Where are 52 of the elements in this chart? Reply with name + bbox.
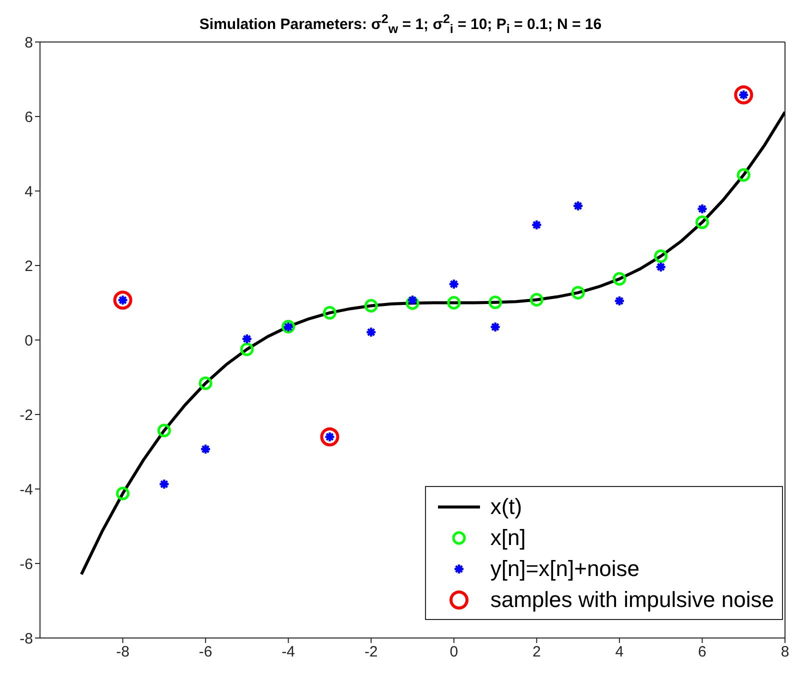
point <box>572 200 584 212</box>
y-tick-label: -6 <box>20 556 33 573</box>
point <box>695 216 709 230</box>
x-tick-label: -8 <box>116 644 130 661</box>
x-tick-label: -6 <box>198 644 212 661</box>
x-tick-label: -4 <box>282 644 296 661</box>
y-tick-label: 2 <box>24 258 33 275</box>
chart-title: Simulation Parameters: σ$^{2}$$_{w}$ = 1; σ$^{2}$$_{i}$ = 10; P$_{i}$ = 0.1; N = 16 <box>199 12 602 36</box>
y-tick-label: 0 <box>24 332 33 350</box>
point <box>113 290 132 310</box>
point <box>490 321 501 333</box>
point <box>696 203 708 214</box>
point <box>241 333 253 344</box>
point <box>614 295 626 306</box>
y-tick-label: 4 <box>24 183 33 200</box>
y-tick-label: 8 <box>24 34 33 52</box>
point <box>655 261 666 273</box>
x-tick-label: 8 <box>780 644 790 661</box>
point <box>530 293 544 307</box>
point <box>322 306 336 320</box>
point <box>200 444 212 455</box>
point <box>736 168 750 182</box>
point <box>654 249 668 263</box>
legend-label: x[n] <box>490 524 526 550</box>
x-tick-label: 6 <box>698 644 706 661</box>
point <box>240 342 254 356</box>
point <box>612 272 626 286</box>
point <box>157 424 171 438</box>
x-tick-label: 2 <box>532 644 541 661</box>
y-tick-label: -2 <box>20 406 33 424</box>
point <box>488 296 502 310</box>
x-tick-label: 0 <box>450 644 458 661</box>
point <box>406 294 418 306</box>
point <box>364 298 378 312</box>
point <box>734 85 754 104</box>
point <box>448 278 460 290</box>
legend-label: samples with impulsive noise <box>490 586 774 612</box>
x-tick-label: -2 <box>364 644 378 661</box>
point <box>531 219 542 230</box>
y-tick-label: 6 <box>24 108 33 126</box>
point <box>320 427 340 446</box>
legend-label: x(t) <box>490 494 522 520</box>
point <box>116 486 130 500</box>
point <box>366 326 377 338</box>
point <box>447 296 461 310</box>
point <box>158 478 170 490</box>
x-tick-label: 4 <box>615 644 624 661</box>
point <box>571 286 585 300</box>
point <box>198 376 212 390</box>
y-tick-label: -8 <box>20 630 33 648</box>
legend-label: y[n]=x[n]+noise <box>490 556 640 582</box>
y-tick-label: -4 <box>20 481 33 498</box>
